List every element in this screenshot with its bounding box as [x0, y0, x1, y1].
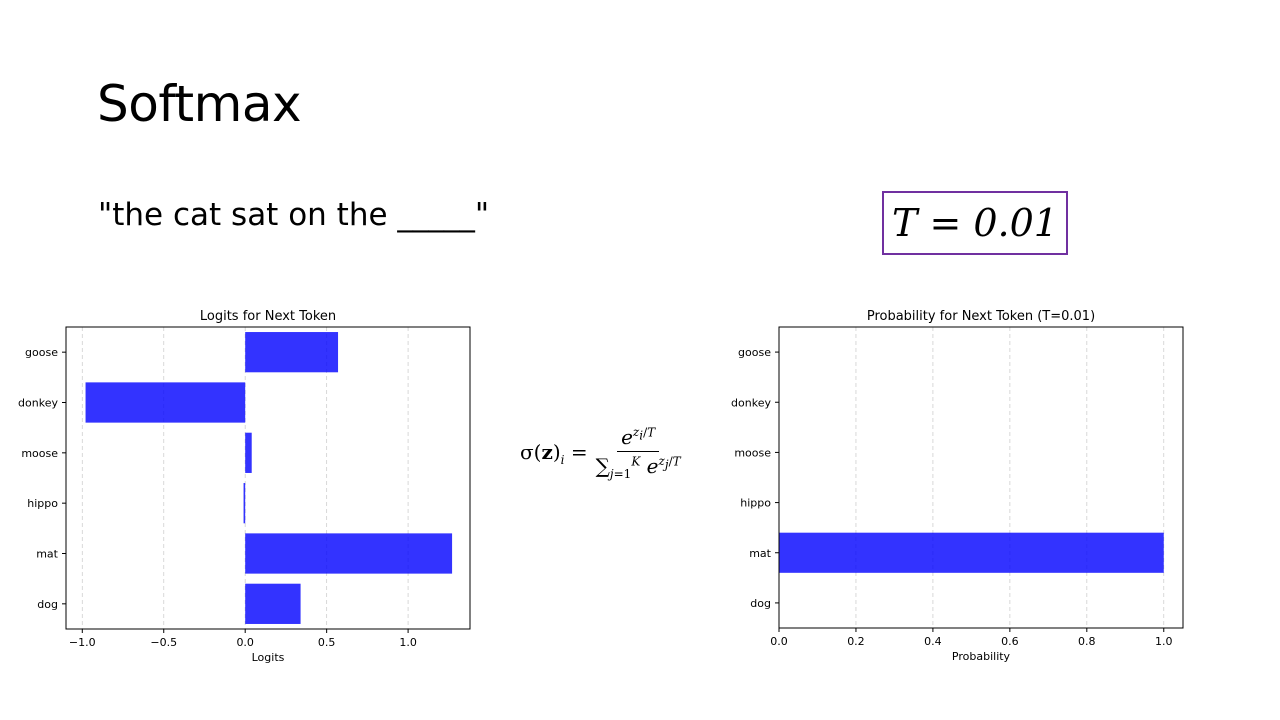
- logits-chart: dog mat hippo moose donkey goose −1.0 −0.5 0.0 0.…: [18, 309, 471, 664]
- probability-chart: dog mat hippo moose donkey goose 0.0 0.2 0.4 0.6 0…: [731, 309, 1184, 663]
- bar-hippo: [243, 483, 246, 524]
- plot-frame: [65, 326, 471, 630]
- x-tick-label: 0.2: [847, 635, 865, 648]
- x-tick-label: −0.5: [150, 636, 177, 649]
- y-tick-label: dog: [750, 597, 771, 610]
- x-tick-label: 0.4: [924, 635, 942, 648]
- y-tick-label: mat: [36, 548, 58, 561]
- x-axis-label: Logits: [252, 651, 285, 664]
- x-tick-label: 0.0: [236, 636, 254, 649]
- y-tick-label: goose: [738, 346, 771, 359]
- x-tick-label: 1.0: [1155, 635, 1173, 648]
- bar-mat: [779, 532, 1164, 573]
- slide-title: Softmax: [97, 75, 302, 133]
- softmax-formula: σ(z)i = ezi/T ∑j=1K ezj/T: [520, 418, 720, 488]
- x-tick-label: 0.8: [1078, 635, 1096, 648]
- plot-frame: [778, 326, 1184, 629]
- y-tick-label: goose: [25, 346, 58, 359]
- y-tick-label: hippo: [740, 497, 771, 510]
- x-tick-label: 0.0: [770, 635, 788, 648]
- prompt-text: "the cat sat on the _____": [98, 197, 490, 233]
- y-tick-label: moose: [21, 447, 58, 460]
- x-axis-label: Probability: [952, 650, 1011, 663]
- y-tick-label: mat: [749, 547, 771, 560]
- x-tick-label: −1.0: [69, 636, 96, 649]
- bar-mat: [245, 533, 453, 574]
- chart-title: Probability for Next Token (T=0.01): [867, 309, 1095, 324]
- y-tick-label: donkey: [18, 397, 58, 410]
- temperature-box: T = 0.01: [882, 191, 1068, 255]
- x-tick-label: 0.5: [318, 636, 336, 649]
- x-tick-label: 1.0: [399, 636, 417, 649]
- y-tick-label: donkey: [731, 396, 771, 409]
- formula-lhs: σ(z)i =: [520, 439, 588, 467]
- formula-numerator: ezi/T: [617, 425, 660, 452]
- bar-goose: [245, 332, 339, 373]
- bar-moose: [245, 432, 252, 473]
- bar-donkey: [85, 382, 246, 423]
- y-tick-label: moose: [734, 446, 771, 459]
- formula-fraction: ezi/T ∑j=1K ezj/T: [596, 425, 681, 481]
- y-tick-label: hippo: [27, 497, 58, 510]
- formula-denominator: ∑j=1K ezj/T: [595, 454, 681, 481]
- bar-dog: [245, 583, 301, 624]
- temperature-label: T = 0.01: [892, 201, 1058, 245]
- chart-title: Logits for Next Token: [200, 309, 336, 324]
- x-tick-label: 0.6: [1001, 635, 1019, 648]
- y-tick-label: dog: [37, 598, 58, 611]
